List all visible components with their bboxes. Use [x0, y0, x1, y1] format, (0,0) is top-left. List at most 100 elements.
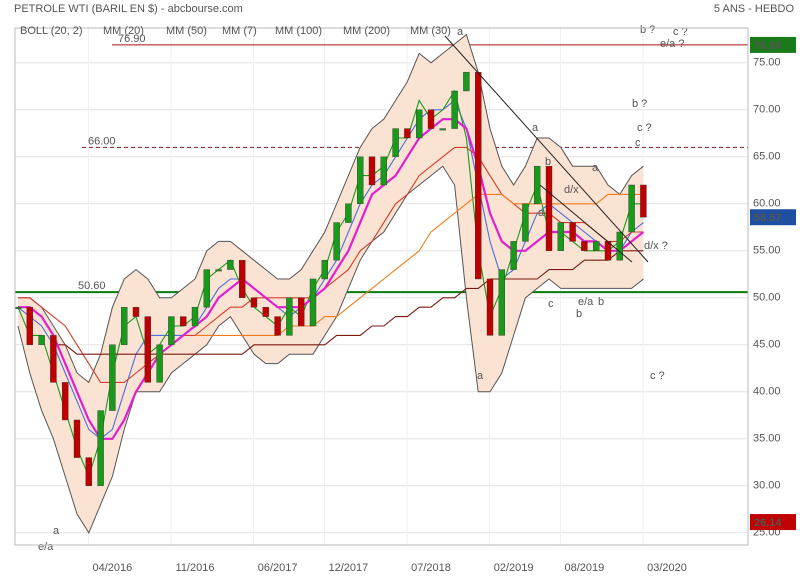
candle [73, 419, 81, 458]
candle [227, 259, 234, 270]
y-tick-label: 60.00 [753, 198, 781, 210]
candle [380, 156, 387, 186]
candle [545, 165, 553, 251]
moving-average [18, 118, 645, 440]
candle [616, 231, 623, 261]
wave-annotation: a [532, 122, 539, 134]
plot-frame [14, 27, 749, 546]
candle [109, 344, 116, 411]
wave-annotation: c [635, 137, 641, 149]
reference-label: 76.90 [118, 33, 146, 45]
wave-annotation: d/x ? [644, 240, 668, 252]
candle [345, 203, 352, 223]
candle [569, 222, 576, 242]
trend-line [539, 184, 633, 263]
candle [238, 259, 246, 298]
wave-annotation: b [576, 308, 582, 320]
y-tick-label: 30.00 [753, 480, 781, 492]
price-badge [750, 514, 796, 531]
candle [581, 241, 588, 251]
wave-annotation: c ? [650, 370, 665, 382]
legend-entry: MM (7) [222, 25, 257, 37]
candle [203, 269, 211, 308]
candle [38, 335, 45, 345]
moving-average [53, 250, 644, 355]
legend-entry: MM (30) [410, 25, 451, 37]
y-tick-label: 70.00 [753, 104, 781, 116]
candle [144, 316, 152, 383]
candle [120, 306, 128, 345]
wave-annotation: b ? [632, 98, 647, 110]
candle [321, 259, 328, 280]
candle [510, 241, 517, 270]
candle [392, 128, 399, 157]
candle [62, 382, 69, 421]
candle [26, 306, 33, 345]
x-tick-label: 08/2019 [565, 562, 605, 574]
legend-entry: MM (200) [343, 25, 390, 37]
y-tick-label: 50.00 [753, 292, 781, 304]
wave-annotation: b [545, 156, 551, 168]
candle [427, 109, 435, 129]
wave-annotation: b ? [640, 24, 655, 36]
candle [274, 316, 281, 336]
wave-annotation: c ? [637, 122, 652, 134]
candle [498, 269, 505, 336]
wave-annotation: a [457, 26, 464, 38]
candle [132, 306, 140, 317]
candle [14, 306, 22, 309]
candle [286, 297, 293, 336]
legend-entry: MM (50) [166, 25, 207, 37]
legend-entry: BOLL (20, 2) [20, 25, 83, 37]
candle [309, 278, 317, 327]
candle [416, 109, 423, 139]
candle [628, 184, 635, 233]
y-tick-label: 45.00 [753, 339, 781, 351]
candle [404, 128, 411, 139]
reference-label: 50.60 [78, 280, 106, 292]
candles [14, 71, 647, 486]
trend-line [444, 35, 649, 263]
candle [298, 297, 305, 327]
candle [486, 278, 494, 336]
moving-average [17, 99, 644, 440]
wave-annotation: b [598, 296, 604, 308]
moving-average [195, 193, 644, 336]
candle [522, 203, 529, 242]
candle [357, 156, 364, 204]
x-tick-label: 04/2016 [93, 562, 133, 574]
legend-entry: MM (100) [275, 25, 322, 37]
wave-annotation: e/a ? [660, 38, 684, 50]
candle [191, 306, 199, 327]
wave-annotation: e/a [578, 296, 594, 308]
candle [451, 90, 458, 129]
candle [640, 184, 647, 218]
x-tick-label: 07/2018 [411, 562, 451, 574]
bollinger-upper [18, 33, 644, 384]
wave-annotation: e/a [38, 541, 54, 553]
candle [97, 410, 104, 486]
bollinger-lower [17, 165, 644, 534]
candle [168, 316, 175, 345]
wave-annotation: c ? [673, 26, 688, 38]
wave-annotation: a [592, 162, 599, 174]
y-tick-label: 35.00 [753, 433, 781, 445]
chart-title: PETROLE WTI (BARIL EN $) - abcbourse.com [14, 3, 243, 15]
candle [534, 165, 541, 204]
candle [250, 297, 258, 308]
y-tick-label: 55.00 [753, 245, 781, 257]
y-tick-label: 75.00 [753, 57, 781, 69]
price-badge-label: 26.14 [754, 517, 782, 529]
candle [475, 71, 482, 280]
x-tick-label: 06/2017 [258, 562, 298, 574]
candle [439, 128, 446, 131]
price-badge-label: 58.57 [754, 212, 782, 224]
x-tick-label: 03/2020 [647, 562, 687, 574]
candle [463, 71, 470, 92]
candle [215, 269, 222, 272]
candle [179, 316, 187, 327]
x-tick-label: 11/2016 [176, 562, 215, 574]
candle [50, 335, 57, 383]
price-badge-label: 76.90 [754, 40, 782, 52]
